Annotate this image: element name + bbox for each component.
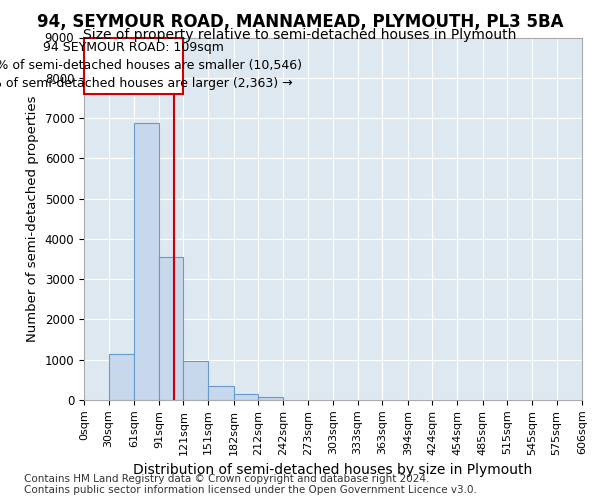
Text: Contains HM Land Registry data © Crown copyright and database right 2024.: Contains HM Land Registry data © Crown c… xyxy=(24,474,430,484)
Bar xyxy=(233,394,258,400)
Bar xyxy=(159,256,184,400)
Y-axis label: Number of semi-detached properties: Number of semi-detached properties xyxy=(26,96,39,342)
Text: 94, SEYMOUR ROAD, MANNAMEAD, PLYMOUTH, PL3 5BA: 94, SEYMOUR ROAD, MANNAMEAD, PLYMOUTH, P… xyxy=(37,12,563,30)
Bar xyxy=(258,397,283,400)
Text: 94 SEYMOUR ROAD: 109sqm
← 81% of semi-detached houses are smaller (10,546)
18% o: 94 SEYMOUR ROAD: 109sqm ← 81% of semi-de… xyxy=(0,41,302,90)
X-axis label: Distribution of semi-detached houses by size in Plymouth: Distribution of semi-detached houses by … xyxy=(133,463,533,477)
Bar xyxy=(134,124,159,400)
Bar xyxy=(208,386,233,400)
Text: Size of property relative to semi-detached houses in Plymouth: Size of property relative to semi-detach… xyxy=(83,28,517,42)
Text: Contains public sector information licensed under the Open Government Licence v3: Contains public sector information licen… xyxy=(24,485,477,495)
Bar xyxy=(109,354,134,400)
Bar xyxy=(184,361,208,400)
FancyBboxPatch shape xyxy=(84,38,184,94)
